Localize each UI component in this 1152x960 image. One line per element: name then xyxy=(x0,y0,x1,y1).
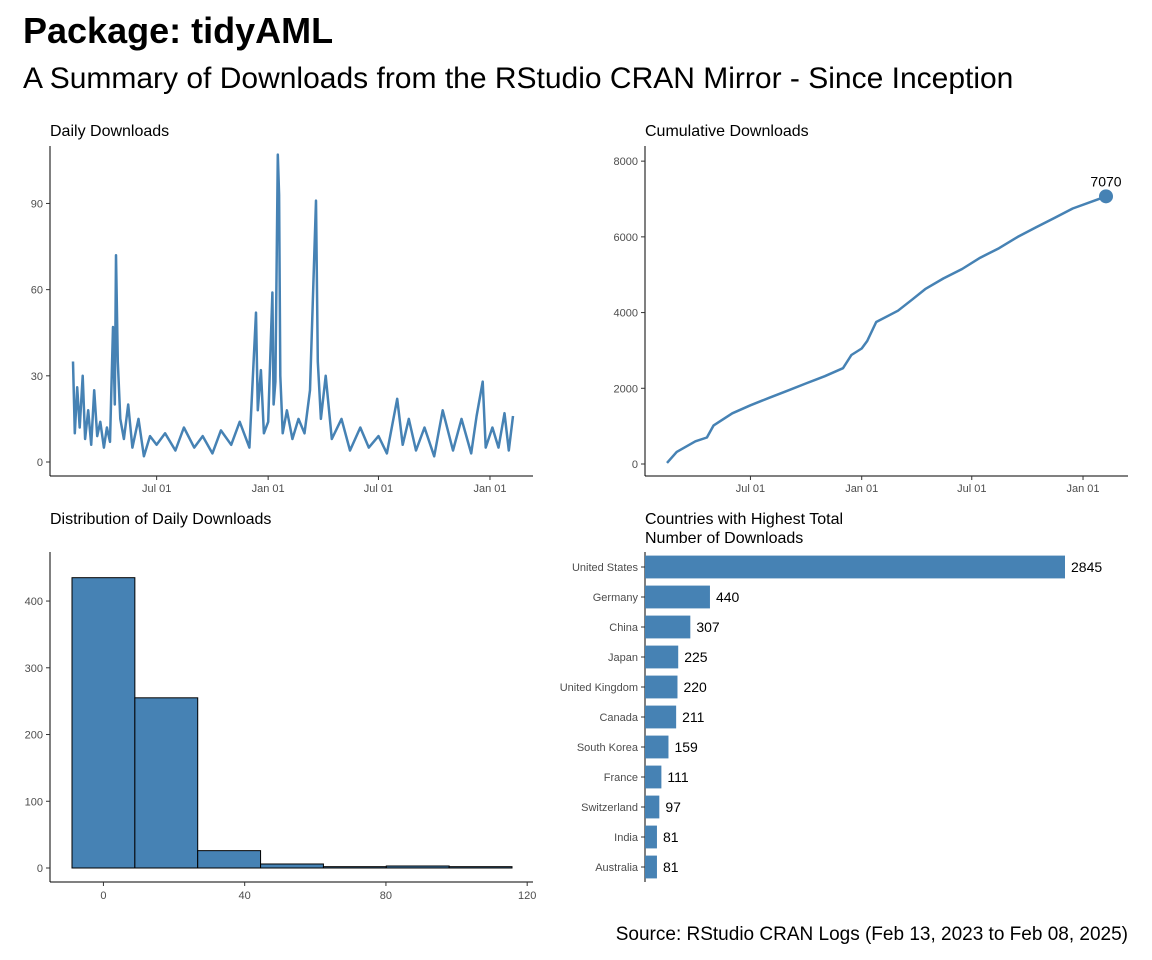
country-value-label: 81 xyxy=(663,829,679,845)
hist-x-tick-label: 120 xyxy=(518,890,536,902)
country-label: Switzerland xyxy=(581,802,638,814)
country-label: Japan xyxy=(608,652,638,664)
daily-series-line xyxy=(71,153,515,458)
hist-y-tick-label: 100 xyxy=(25,796,43,808)
cumulative-y-tick-label: 2000 xyxy=(614,383,638,395)
cumulative-end-label: 7070 xyxy=(1090,173,1121,189)
histogram-bar xyxy=(260,863,324,869)
hist-y-tick-label: 300 xyxy=(25,663,43,675)
hist-y-tick-label: 400 xyxy=(25,596,43,608)
hist-x-tick-label: 80 xyxy=(380,890,392,902)
country-value-label: 111 xyxy=(667,769,688,785)
country-bar xyxy=(645,855,657,879)
daily-x-tick-label: Jan 01 xyxy=(473,483,506,495)
country-label: China xyxy=(609,622,639,634)
country-label: Germany xyxy=(593,592,639,604)
country-label: South Korea xyxy=(577,742,639,754)
country-bar xyxy=(645,795,660,819)
histogram-bar xyxy=(448,866,513,869)
country-bar xyxy=(645,825,657,849)
histogram-bar xyxy=(134,697,199,869)
country-value-label: 220 xyxy=(683,679,707,695)
cumulative-end-point xyxy=(1099,189,1113,204)
countries-bar-chart: United States 2845 Germany 440 China 307 Japan… xyxy=(560,552,1102,882)
country-value-label: 307 xyxy=(696,619,720,635)
hist-x-tick-label: 0 xyxy=(100,890,106,902)
countries-title-line2: Number of Downloads xyxy=(645,530,803,547)
daily-x-tick-label: Jul 01 xyxy=(364,483,393,495)
country-value-label: 97 xyxy=(665,799,681,815)
country-bar xyxy=(645,615,691,639)
cumulative-series-line xyxy=(666,195,1107,464)
daily-downloads-title: Daily Downloads xyxy=(50,123,169,140)
country-value-label: 211 xyxy=(682,709,705,725)
country-label: United States xyxy=(572,562,639,574)
daily-y-tick-label: 90 xyxy=(31,198,43,210)
country-label: United Kingdom xyxy=(560,682,638,694)
daily-y-tick-label: 0 xyxy=(37,457,43,469)
country-bar xyxy=(645,735,669,759)
daily-x-tick-label: Jul 01 xyxy=(142,483,171,495)
cumulative-downloads-chart: 0 2000 4000 6000 8000 Jul 01 Jan 01 Jul 01 Jan 0… xyxy=(614,146,1128,495)
country-bar xyxy=(645,585,710,609)
country-bar xyxy=(645,645,679,669)
cumulative-x-tick-label: Jan 01 xyxy=(845,483,878,495)
daily-y-tick-label: 60 xyxy=(31,285,43,297)
histogram-bar xyxy=(385,865,450,869)
cumulative-y-tick-label: 8000 xyxy=(614,156,638,168)
daily-y-tick-label: 30 xyxy=(31,371,43,383)
cumulative-downloads-title: Cumulative Downloads xyxy=(645,123,809,140)
daily-x-tick-label: Jan 01 xyxy=(252,483,285,495)
histogram-bar xyxy=(197,850,262,869)
country-value-label: 440 xyxy=(716,589,740,605)
country-value-label: 81 xyxy=(663,859,679,875)
cumulative-y-tick-label: 6000 xyxy=(614,232,638,244)
distribution-histogram: 0 100 200 300 400 0 40 80 120 xyxy=(25,552,536,902)
cumulative-x-tick-label: Jan 01 xyxy=(1067,483,1100,495)
country-label: Canada xyxy=(599,712,638,724)
countries-title-line1: Countries with Highest Total xyxy=(645,511,843,528)
source-caption: Source: RStudio CRAN Logs (Feb 13, 2023 … xyxy=(615,924,1128,945)
distribution-title: Distribution of Daily Downloads xyxy=(50,511,271,528)
country-bar xyxy=(645,705,677,729)
histogram-bar xyxy=(322,866,387,869)
cumulative-x-tick-label: Jul 01 xyxy=(957,483,986,495)
cumulative-y-tick-label: 0 xyxy=(632,459,638,471)
country-value-label: 2845 xyxy=(1071,559,1102,575)
cumulative-y-tick-label: 4000 xyxy=(614,308,638,320)
histogram-bar xyxy=(71,577,136,869)
hist-y-tick-label: 0 xyxy=(37,863,43,875)
daily-downloads-chart: 0 30 60 90 Jul 01 Jan 01 Jul 01 Jan 01 xyxy=(31,146,533,495)
country-label: India xyxy=(614,832,639,844)
page-title: Package: tidyAML xyxy=(23,10,334,51)
country-label: France xyxy=(604,772,638,784)
country-bar xyxy=(645,675,678,699)
country-bar xyxy=(645,765,662,789)
country-label: Australia xyxy=(595,862,639,874)
country-value-label: 225 xyxy=(684,649,708,665)
hist-x-tick-label: 40 xyxy=(239,890,251,902)
country-bar xyxy=(645,555,1065,579)
country-value-label: 159 xyxy=(674,739,698,755)
page-subtitle: A Summary of Downloads from the RStudio … xyxy=(23,62,1014,95)
cumulative-x-tick-label: Jul 01 xyxy=(736,483,765,495)
hist-y-tick-label: 200 xyxy=(25,730,43,742)
